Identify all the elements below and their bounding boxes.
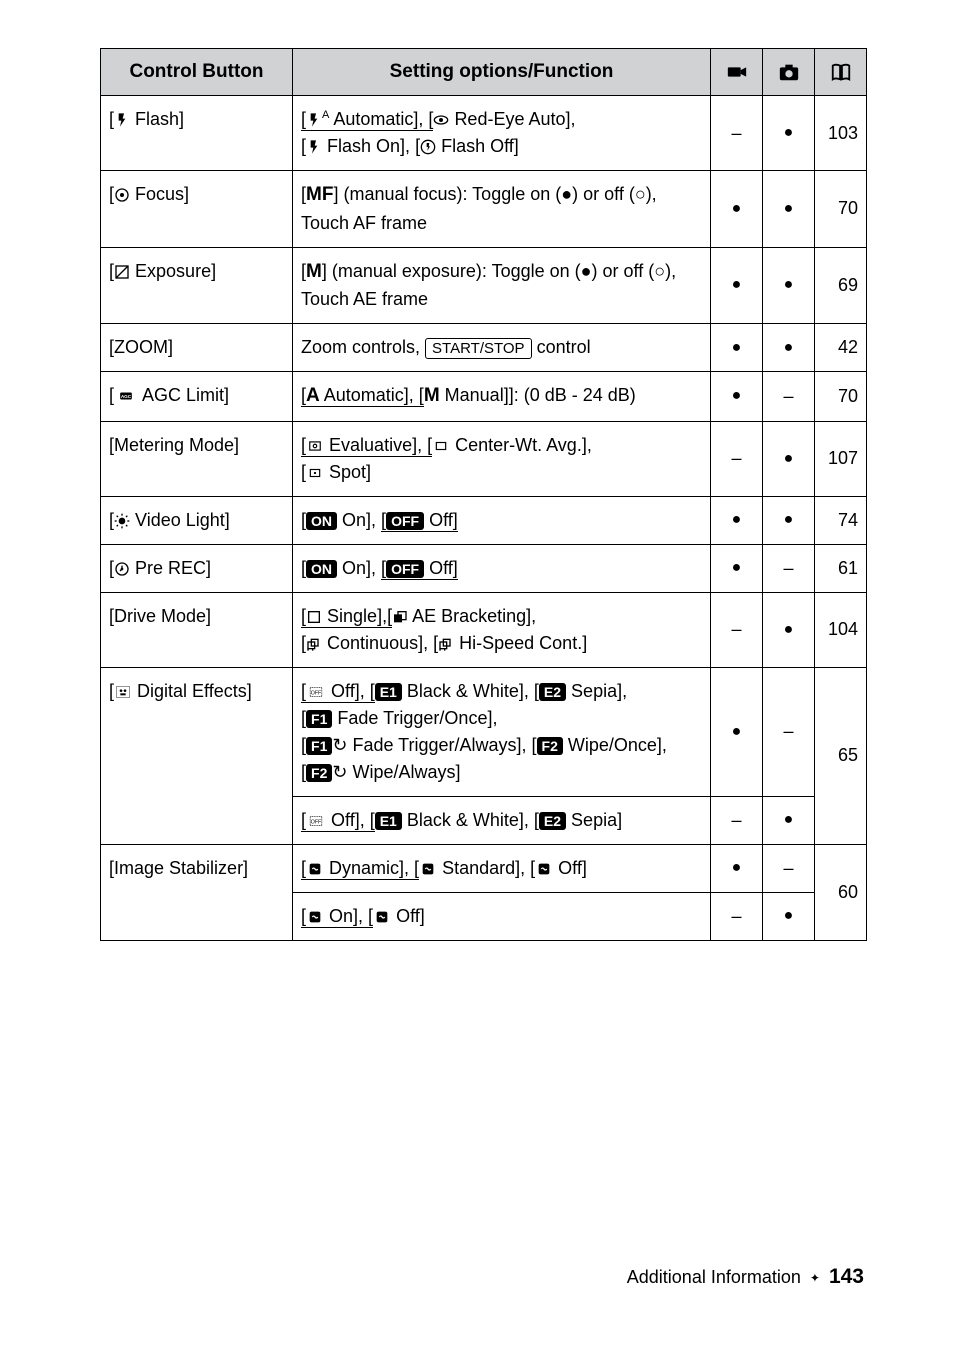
footer: Additional Information ✦ 143: [627, 1265, 864, 1289]
row-dfx: [ Digital Effects] [ Off], [E1 Black & W…: [101, 667, 867, 796]
metering-label: [Metering Mode]: [101, 421, 293, 496]
single-icon: [306, 609, 322, 625]
metering-video: –: [711, 421, 763, 496]
dfx2-video: –: [711, 796, 763, 844]
row-drive: [Drive Mode] [ Single],[ AE Bracketing],…: [101, 592, 867, 667]
exposure-video: ●: [711, 247, 763, 324]
stab-standard-icon: [419, 861, 437, 877]
videolight-photo: ●: [763, 496, 815, 544]
flash-video: –: [711, 96, 763, 171]
focus-page: 70: [815, 171, 867, 248]
row-agc: [ AGC Limit] [A Automatic], [M Manual]]:…: [101, 372, 867, 422]
flash-icon: [114, 112, 130, 128]
metering-photo: ●: [763, 421, 815, 496]
header-page-icon: [815, 49, 867, 96]
row-prerec: [ Pre REC] [ON On], [OFF Off] ● – 61: [101, 544, 867, 592]
header-camera-icon: [763, 49, 815, 96]
exposure-icon: [114, 264, 130, 280]
zoom-page: 42: [815, 324, 867, 372]
stab-video: ●: [711, 844, 763, 892]
metering-page: 107: [815, 421, 867, 496]
videolight-label: Video Light]: [135, 510, 230, 530]
focus-label: Focus]: [135, 184, 189, 204]
row-flash: [ Flash] [A Automatic], [ Red-Eye Auto],…: [101, 96, 867, 171]
agc-video: ●: [711, 372, 763, 422]
footer-text: Additional Information: [627, 1267, 806, 1287]
videolight-page: 74: [815, 496, 867, 544]
focus-photo: ●: [763, 171, 815, 248]
dfx-photo: –: [763, 667, 815, 796]
zoom-video: ●: [711, 324, 763, 372]
row-focus: [ Focus] [MF] (manual focus): Toggle on …: [101, 171, 867, 248]
settings-table: Control Button Setting options/Function …: [100, 48, 867, 941]
stab-page: 60: [815, 844, 867, 940]
dfx-video: ●: [711, 667, 763, 796]
header-video-icon: [711, 49, 763, 96]
stab-label: [Image Stabilizer]: [101, 844, 293, 940]
drive-page: 104: [815, 592, 867, 667]
hispeed-icon: [438, 636, 454, 652]
prerec-icon: [114, 561, 130, 577]
flash-page: 103: [815, 96, 867, 171]
focus-video: ●: [711, 171, 763, 248]
metering-spot-icon: [306, 466, 324, 480]
row-stab: [Image Stabilizer] [ Dynamic], [ Standar…: [101, 844, 867, 892]
stab-off2-icon: [373, 909, 391, 925]
zoom-photo: ●: [763, 324, 815, 372]
red-eye-icon: [433, 112, 449, 128]
header-setting: Setting options/Function: [293, 49, 711, 96]
drive-photo: ●: [763, 592, 815, 667]
prerec-video: ●: [711, 544, 763, 592]
flash-photo: ●: [763, 96, 815, 171]
dfx-icon: [114, 684, 132, 700]
prerec-label: Pre REC]: [135, 558, 211, 578]
prerec-photo: –: [763, 544, 815, 592]
stab2-photo: ●: [763, 892, 815, 940]
stab-photo: –: [763, 844, 815, 892]
flash-label: Flash]: [135, 109, 184, 129]
row-videolight: [ Video Light] [ON On], [OFF Off] ● ● 74: [101, 496, 867, 544]
dfx2-photo: ●: [763, 796, 815, 844]
start-stop-key: START/STOP: [425, 338, 532, 360]
stab-dynamic-icon: [306, 861, 324, 877]
dfx-label: Digital Effects]: [137, 681, 252, 701]
header-control: Control Button: [101, 49, 293, 96]
focus-icon: [114, 187, 130, 203]
metering-center-icon: [432, 439, 450, 453]
flash-off-icon: [420, 139, 436, 155]
agc-photo: –: [763, 372, 815, 422]
dfx-off-icon: [306, 685, 326, 699]
agc-label: AGC Limit]: [142, 385, 229, 405]
agc-page: 70: [815, 372, 867, 422]
dfx-page: 65: [815, 667, 867, 844]
light-icon: [114, 513, 130, 529]
row-zoom: [ZOOM] Zoom controls, START/STOP control…: [101, 324, 867, 372]
agc-icon: [114, 389, 138, 403]
row-metering: [Metering Mode] [ Evaluative], [ Center-…: [101, 421, 867, 496]
prerec-page: 61: [815, 544, 867, 592]
metering-eval-icon: [306, 439, 324, 453]
zoom-label: [ZOOM]: [101, 324, 293, 372]
stab-off-icon: [535, 861, 553, 877]
flash-auto-icon: [306, 112, 322, 128]
exposure-label: Exposure]: [135, 261, 216, 281]
exposure-page: 69: [815, 247, 867, 324]
continuous-icon: [306, 636, 322, 652]
stab-on-icon: [306, 909, 324, 925]
bracket-icon: [392, 609, 408, 625]
dfx-off-icon: [306, 814, 326, 828]
footer-page: 143: [829, 1265, 864, 1288]
row-exposure: [ Exposure] [M] (manual exposure): Toggl…: [101, 247, 867, 324]
videolight-video: ●: [711, 496, 763, 544]
drive-video: –: [711, 592, 763, 667]
exposure-photo: ●: [763, 247, 815, 324]
flash-on-icon: [306, 139, 322, 155]
drive-label: [Drive Mode]: [101, 592, 293, 667]
stab2-video: –: [711, 892, 763, 940]
